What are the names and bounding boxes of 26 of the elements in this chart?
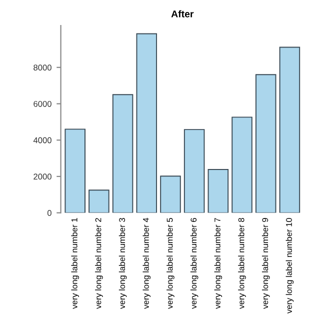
y-tick-label: 6000 <box>34 100 52 107</box>
x-tick-label: very long label number 6 <box>190 218 198 309</box>
bar <box>88 190 110 213</box>
bar <box>136 33 158 213</box>
bar <box>184 129 205 213</box>
x-tick-label: very long label number 9 <box>262 218 270 309</box>
x-tick-label: very long label number 1 <box>71 218 79 309</box>
x-tick-label: very long label number 10 <box>286 218 294 314</box>
bar <box>232 116 252 213</box>
x-tick-label: very long label number 2 <box>95 218 103 309</box>
x-tick-label: very long label number 3 <box>118 218 127 309</box>
bar <box>64 128 86 213</box>
x-tick-label: very long label number 5 <box>166 218 174 309</box>
bar <box>208 169 229 213</box>
bar <box>279 46 300 213</box>
y-tick-label: 4000 <box>33 137 52 144</box>
y-tick-label: 0 <box>47 210 52 216</box>
x-tick-label: very long label number 8 <box>238 218 246 309</box>
chart-title: After <box>171 10 194 18</box>
bar <box>112 94 134 213</box>
x-tick-label: very long label number 4 <box>142 218 151 309</box>
bar <box>255 74 276 213</box>
x-tick-label: very long label number 7 <box>214 218 222 309</box>
bar <box>160 176 181 213</box>
y-tick-label: 8000 <box>34 64 52 71</box>
y-tick-label: 2000 <box>34 174 52 180</box>
